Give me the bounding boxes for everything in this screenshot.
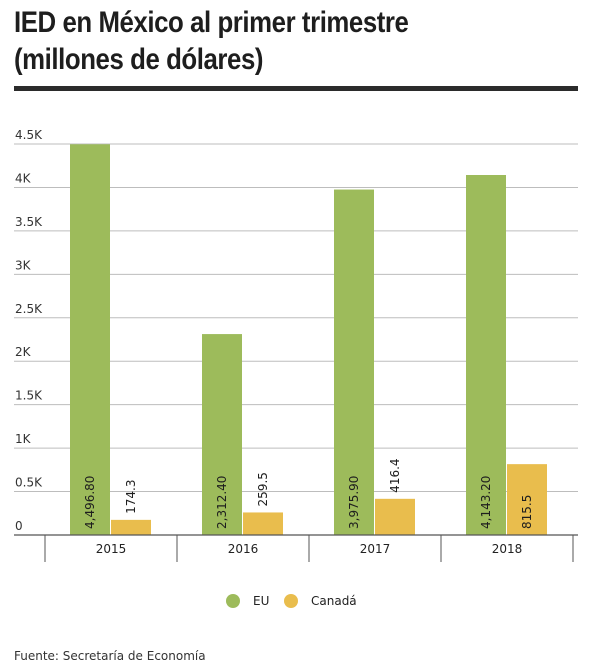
- data-label: 815.5: [520, 495, 534, 529]
- data-label: 174.3: [124, 479, 138, 513]
- y-tick-label: 3.5K: [15, 215, 43, 229]
- legend-label-eu: EU: [253, 594, 269, 608]
- data-label: 3,975.90: [347, 476, 361, 529]
- legend-swatch-eu: [226, 594, 240, 608]
- y-tick-label: 1.5K: [15, 389, 43, 403]
- y-tick-label: 2K: [15, 345, 32, 359]
- data-label: 416.4: [388, 458, 402, 492]
- y-tick-label: 0.5K: [15, 476, 43, 490]
- legend-swatch-canada: [284, 594, 298, 608]
- bar-eu-2018: [466, 175, 506, 535]
- bar-canada-2015: [111, 519, 151, 535]
- bar-canada-2017: [375, 498, 415, 535]
- y-tick-label: 3K: [15, 258, 32, 272]
- y-tick-label: 2.5K: [15, 302, 43, 316]
- chart-title-line-1: IED en México al primer trimestre: [14, 6, 409, 39]
- chart-title-line-2: (millones de dólares): [14, 43, 264, 76]
- bar-canada-2018: [507, 464, 547, 535]
- data-label: 4,143.20: [479, 476, 493, 529]
- y-tick-label: 4K: [15, 171, 32, 185]
- data-label: 2,312.40: [215, 476, 229, 529]
- x-tick-label: 2018: [492, 542, 523, 556]
- chart-title: IED en México al primer trimestre (millo…: [14, 4, 504, 78]
- y-tick-label: 4.5K: [15, 128, 43, 142]
- y-tick-label: 0: [15, 519, 23, 533]
- bar-eu-2017: [334, 189, 374, 536]
- y-tick-label: 1K: [15, 432, 32, 446]
- bar-canada-2016: [243, 512, 283, 535]
- source-note: Fuente: Secretaría de Economía: [14, 649, 206, 663]
- bar-eu-2016: [202, 334, 242, 535]
- data-label: 259.5: [256, 472, 270, 506]
- bar-chart: 0 0.5K 1K 1.5K 2K 2.5K 3K 3.5K 4K 4.5K 4,496.80 174…: [14, 128, 578, 608]
- data-label: 4,496.80: [83, 476, 97, 529]
- legend-label-canada: Canadá: [311, 594, 357, 608]
- title-divider: [14, 86, 578, 91]
- bar-eu-2015: [70, 144, 110, 535]
- x-tick-label: 2016: [228, 542, 259, 556]
- x-tick-label: 2017: [360, 542, 391, 556]
- x-tick-label: 2015: [96, 542, 127, 556]
